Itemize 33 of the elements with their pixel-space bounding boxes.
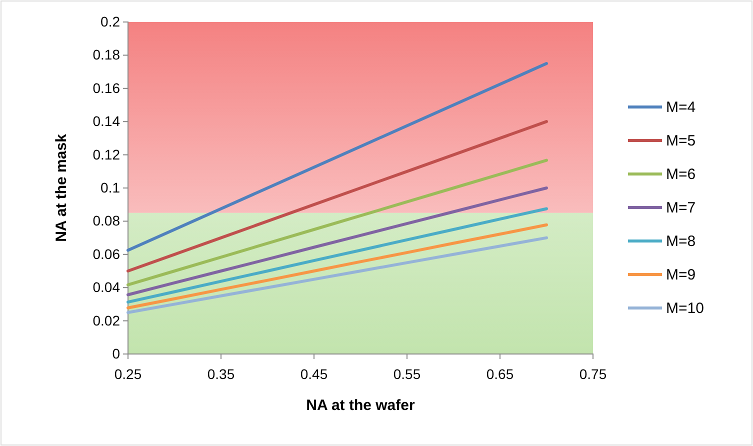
line-series [126,186,548,296]
y-tick-label: 0.2 [100,13,120,30]
legend-label: M=5 [666,132,696,150]
line-series [126,120,548,272]
x-tick-label: 0.55 [393,366,421,382]
legend-label: M=6 [666,166,696,183]
x-tick-label: 0.35 [207,366,235,382]
line-series [126,236,548,314]
y-tick-label: 0.16 [92,80,120,96]
y-tick-label: 0.12 [92,146,120,162]
y-tick-label: 0.1 [100,179,120,196]
line-series [126,207,548,304]
y-tick-label: 0.08 [92,212,120,229]
line-series [126,62,548,252]
legend-label: M=7 [666,200,696,216]
line-series [126,223,548,310]
legend-label: M=9 [666,266,696,284]
legend-label: M=8 [666,233,696,250]
x-axis-title: NA at the wafer [306,397,415,414]
x-tick-label: 0.75 [579,366,607,382]
y-tick-label: 0.02 [92,312,120,328]
y-tick-label: 0.14 [92,113,120,130]
x-tick-label: 0.65 [486,366,514,382]
y-tick-label: 0.06 [92,246,120,262]
line-series [126,158,548,286]
x-tick-label: 0.25 [114,366,142,382]
y-tick-label: 0 [112,345,120,362]
y-tick-label: 0.18 [92,46,120,63]
legend-label: M=10 [666,300,704,317]
legend-label: M=4 [666,99,696,116]
x-tick-label: 0.45 [300,366,328,382]
y-axis-title: NA at the mask [53,133,70,242]
y-tick-label: 0.04 [92,279,120,296]
